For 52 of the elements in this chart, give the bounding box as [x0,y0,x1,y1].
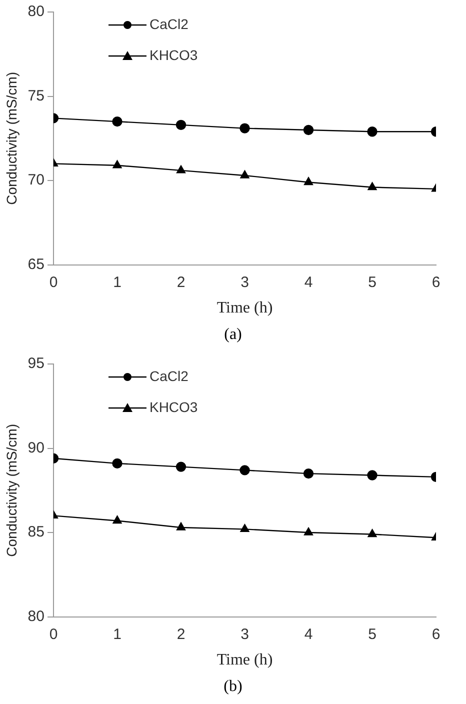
x-tick-label: 1 [113,626,122,643]
x-tick-label: 0 [49,274,58,291]
y-tick-label: 80 [28,3,44,20]
x-axis-title: Time (h) [216,652,273,669]
point [367,470,378,480]
legend-label: KHCO3 [149,398,198,415]
y-tick-label: 90 [28,439,44,456]
point [176,462,186,472]
y-axis-title: Conductivity (mS/cm) [3,72,20,205]
point [240,123,250,134]
point [240,465,250,476]
text: (a) [223,326,243,344]
x-axis-title: Time (h) [216,300,273,317]
point [112,160,122,168]
x-tick-label: 5 [368,626,376,643]
x-tick-label: 6 [432,274,440,291]
point [240,524,250,532]
x-tick-label: 0 [49,626,58,643]
y-tick-label: 75 [28,87,44,104]
point [240,170,250,178]
x-tick-label: 2 [176,626,186,643]
point [303,468,314,479]
point [304,527,313,536]
x-tick-label: 5 [368,274,376,291]
x-tick-label: 3 [240,626,249,643]
x-tick-label: 4 [304,626,313,643]
point [112,516,122,524]
text: (b) [222,678,244,696]
y-tick-label: 70 [28,172,44,189]
y-tick-label: 95 [28,355,44,372]
point [112,116,122,127]
point [176,120,186,130]
point [303,124,314,136]
point [368,529,377,538]
x-tick-label: 1 [113,274,122,291]
point [176,522,186,530]
legend-label: KHCO3 [149,46,198,63]
x-tick-label: 3 [240,274,249,291]
legend-label: CaCl2 [149,16,189,32]
y-axis-title: Conductivity (mS/cm) [3,424,20,557]
point [368,182,377,190]
x-tick-label: 4 [304,274,313,291]
y-tick-label: 85 [28,524,44,541]
point [176,165,186,174]
legend-label: CaCl2 [149,368,189,384]
x-tick-label: 6 [432,626,440,643]
point [112,458,122,469]
y-tick-label: 80 [28,608,44,625]
point [367,126,378,137]
point [304,177,313,186]
y-tick-label: 65 [28,256,44,273]
x-tick-label: 2 [176,274,186,291]
